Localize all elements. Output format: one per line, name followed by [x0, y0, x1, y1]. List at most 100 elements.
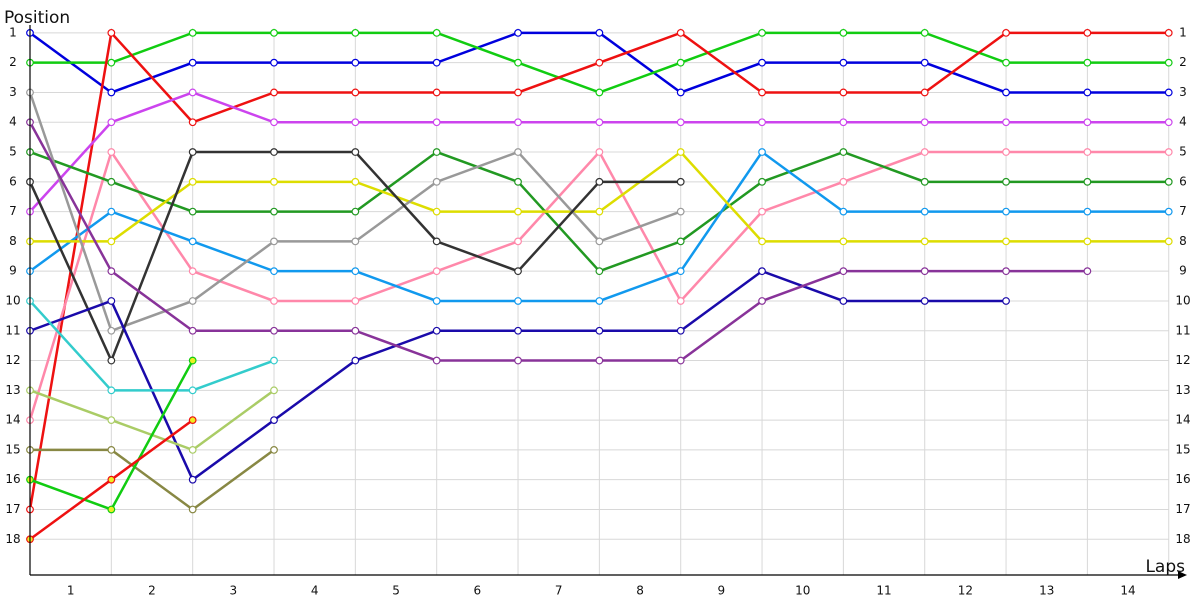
point — [107, 88, 116, 97]
point — [270, 326, 278, 335]
y-tick-label: 3 — [9, 85, 17, 99]
x-tick-label: 12 — [958, 584, 973, 598]
point — [107, 148, 116, 156]
point — [758, 177, 766, 186]
point — [270, 28, 278, 37]
point — [107, 475, 116, 484]
series-line — [29, 300, 275, 392]
point — [595, 28, 604, 37]
point — [839, 118, 848, 127]
point — [351, 88, 360, 97]
point — [270, 267, 278, 276]
point — [758, 237, 766, 246]
point — [188, 326, 197, 335]
y-tick-label-right: 2 — [1179, 55, 1187, 69]
point — [758, 88, 766, 97]
y-tick-label: 10 — [5, 293, 20, 307]
y-tick-label: 8 — [9, 234, 17, 248]
point — [676, 326, 685, 335]
point — [758, 118, 766, 127]
point — [1164, 177, 1173, 186]
point — [1164, 148, 1173, 156]
point — [351, 326, 360, 335]
y-tick-label-right: 5 — [1179, 145, 1187, 159]
point — [1083, 118, 1092, 127]
point — [1164, 28, 1173, 37]
point — [676, 356, 685, 365]
point — [1002, 177, 1010, 186]
point — [432, 88, 441, 97]
point — [432, 297, 441, 305]
y-tick-label: 1 — [9, 25, 17, 39]
point — [514, 326, 522, 335]
y-tick-label-right: 14 — [1175, 413, 1190, 427]
y-tick-label: 9 — [9, 264, 17, 278]
point — [188, 416, 197, 425]
point — [351, 207, 360, 216]
x-tick-label: 3 — [230, 584, 238, 598]
y-tick-label: 15 — [5, 442, 20, 456]
y-tick-label: 7 — [9, 204, 17, 218]
point — [107, 28, 116, 37]
point — [432, 118, 441, 127]
point — [1002, 58, 1010, 67]
point — [839, 237, 848, 246]
point — [514, 148, 522, 156]
point — [432, 177, 441, 186]
point — [514, 28, 522, 37]
y-tick-label: 16 — [5, 472, 20, 486]
point — [432, 356, 441, 365]
point — [920, 58, 929, 67]
point — [351, 148, 360, 156]
point — [1083, 58, 1092, 67]
point — [676, 177, 685, 186]
point — [676, 28, 685, 37]
x-tick-label: 6 — [474, 584, 482, 598]
point — [514, 177, 522, 186]
y-tick-label-right: 15 — [1175, 442, 1190, 456]
y-tick-label: 13 — [5, 383, 20, 397]
y-tick-label-right: 4 — [1179, 115, 1187, 129]
point — [839, 88, 848, 97]
point — [595, 356, 604, 365]
point — [270, 386, 278, 395]
point — [595, 207, 604, 216]
point — [595, 177, 604, 186]
point — [1083, 177, 1092, 186]
point — [188, 207, 197, 216]
point — [595, 58, 604, 67]
point — [758, 207, 766, 216]
point — [758, 28, 766, 37]
y-tick-label: 14 — [5, 413, 20, 427]
point — [432, 58, 441, 67]
point — [758, 148, 766, 156]
point — [920, 297, 929, 305]
y-tick-label-right: 9 — [1179, 264, 1187, 278]
point — [758, 297, 766, 305]
point — [514, 297, 522, 305]
y-tick-label: 6 — [9, 174, 17, 188]
point — [107, 386, 116, 395]
point — [676, 148, 685, 156]
point — [270, 297, 278, 305]
point — [1164, 237, 1173, 246]
point — [351, 267, 360, 276]
y-tick-label-right: 13 — [1175, 383, 1190, 397]
point — [270, 445, 278, 454]
point — [758, 58, 766, 67]
point — [1002, 297, 1010, 305]
point — [1002, 118, 1010, 127]
y-tick-label-right: 1 — [1179, 25, 1187, 39]
point — [188, 88, 197, 97]
y-tick-label-right: 18 — [1175, 532, 1190, 546]
point — [920, 148, 929, 156]
point — [1164, 58, 1173, 67]
point — [676, 267, 685, 276]
y-tick-label: 2 — [9, 55, 17, 69]
x-tick-label: 4 — [311, 584, 319, 598]
point — [1002, 28, 1010, 37]
y-tick-label-right: 6 — [1179, 174, 1187, 188]
point — [514, 207, 522, 216]
point — [676, 297, 685, 305]
